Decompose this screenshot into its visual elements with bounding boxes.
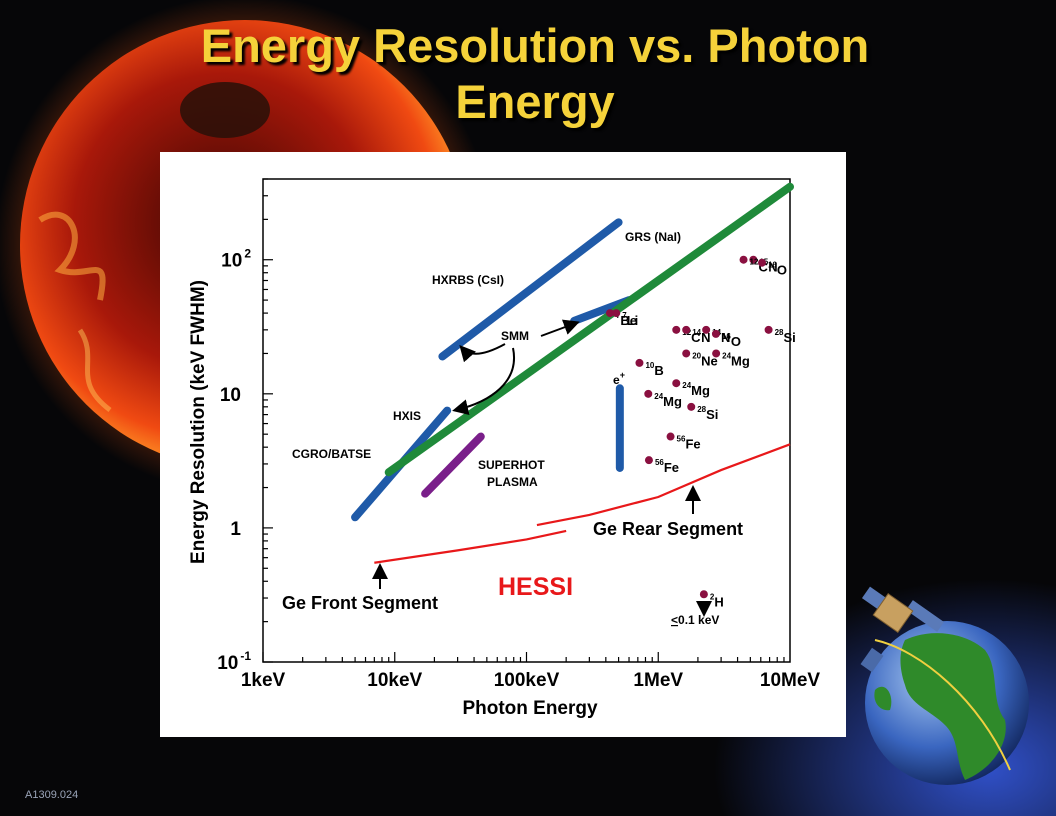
nuclear-line-dot bbox=[764, 325, 773, 334]
nuclear-line-dot bbox=[687, 402, 696, 411]
nuclear-line-label: 7Li bbox=[622, 311, 638, 328]
nuclear-line-dot bbox=[682, 349, 691, 358]
batse-label: CGRO/BATSE bbox=[292, 447, 371, 461]
slide-code: A1309.024 bbox=[25, 789, 79, 801]
nuclear-line-label: 16O bbox=[722, 332, 741, 349]
slide-title-line-1: Energy Resolution vs. Photon bbox=[200, 19, 870, 72]
hxrbs-label: HXRBS (CsI) bbox=[432, 273, 504, 287]
x-tick-labels: 1keV 10keV 100keV 1MeV 10MeV bbox=[241, 670, 821, 691]
earth-globe-icon bbox=[865, 621, 1029, 785]
nuclear-line-dot bbox=[702, 325, 711, 334]
nuclear-line-dot bbox=[712, 349, 721, 358]
y-tick-label: 10 bbox=[220, 385, 241, 406]
smm-label: SMM bbox=[501, 329, 529, 343]
positron-label: e+ bbox=[613, 370, 625, 387]
instrument-band bbox=[438, 218, 623, 361]
x-tick-label: 10MeV bbox=[760, 670, 821, 691]
instrument-band bbox=[421, 432, 485, 498]
nuclear-line-dot bbox=[635, 358, 644, 367]
instrument-band bbox=[384, 182, 794, 477]
nuclear-line-label: 2H bbox=[710, 592, 724, 609]
nuclear-line-label: 24Mg bbox=[722, 351, 750, 368]
grs-label: GRS (NaI) bbox=[625, 230, 681, 244]
hxis-label: HXIS bbox=[393, 409, 421, 423]
instrument-series bbox=[351, 182, 794, 564]
nuclear-line-dot bbox=[666, 432, 675, 441]
y-tick-label: 10 2 bbox=[221, 247, 251, 272]
nuclear-line-dot bbox=[672, 325, 681, 334]
nuclear-line-label: 28Si bbox=[697, 405, 718, 422]
nuclear-line-label: 28Si bbox=[775, 328, 796, 345]
nuclear-line-label: 16O bbox=[768, 261, 787, 278]
nuclear-line-dot bbox=[644, 456, 653, 465]
x-tick-label: 10keV bbox=[367, 670, 422, 691]
smm-arrow-to-hxrbs bbox=[459, 343, 506, 363]
nuclear-line-dot bbox=[699, 590, 708, 599]
ge-front-label: Ge Front Segment bbox=[282, 593, 438, 613]
nuclear-line-label: 12C bbox=[750, 258, 769, 275]
nuclear-line-label: 14N bbox=[692, 328, 710, 345]
nuclear-line-label: 24Mg bbox=[654, 392, 682, 409]
smm-arrow-to-grs bbox=[540, 319, 580, 337]
slide-title-line-2: Energy bbox=[455, 75, 615, 128]
nuclear-line-label: 20Ne bbox=[692, 351, 718, 368]
nuclear-line-label: 56Fe bbox=[677, 435, 701, 452]
y-tick-label: 1 bbox=[230, 519, 241, 540]
slide-title: Energy Resolution vs. Photon Energy bbox=[60, 18, 1010, 130]
nuclear-line-dot bbox=[711, 329, 720, 338]
x-tick-label: 100keV bbox=[494, 670, 560, 691]
lower-limit-label: <0.1 keV bbox=[671, 613, 719, 627]
hessi-segment-line bbox=[374, 529, 567, 564]
nuclear-line-dot bbox=[682, 325, 691, 334]
hessi-segment-line bbox=[536, 443, 791, 527]
annotation-arrows bbox=[372, 319, 712, 617]
axis-ticks bbox=[262, 178, 785, 663]
nuclear-line-label: 24Mg bbox=[682, 381, 710, 398]
nuclear-line-dot bbox=[757, 258, 766, 267]
x-tick-label: 1MeV bbox=[633, 670, 683, 691]
superhot-label-line-1: SUPERHOT bbox=[478, 458, 545, 472]
smm-arrow-to-hxis bbox=[452, 347, 516, 416]
nuclear-line-dot bbox=[605, 309, 614, 318]
nuclear-line-dot bbox=[644, 389, 653, 398]
nuclear-line-dot bbox=[612, 309, 621, 318]
nuclear-line-markers: 15N12C16O28Si12C14N14N16O20Ne24Mg7Be7Li1… bbox=[605, 255, 796, 609]
nuclear-line-dot bbox=[672, 379, 681, 388]
y-axis-label: Energy Resolution (keV FWHM) bbox=[188, 280, 209, 564]
y-tick-labels: 10 -1 1 10 10 2 bbox=[217, 247, 251, 674]
superhot-label-line-2: PLASMA bbox=[487, 475, 538, 489]
nuclear-line-label: 56Fe bbox=[655, 458, 679, 475]
nuclear-line-label: 10B bbox=[645, 361, 663, 378]
x-axis-label: Photon Energy bbox=[462, 698, 598, 719]
nuclear-line-dot bbox=[749, 255, 758, 264]
y-tick-label: 10 -1 bbox=[217, 649, 251, 674]
x-tick-label: 1keV bbox=[241, 670, 286, 691]
hessi-label: HESSI bbox=[498, 573, 573, 601]
spacecraft-icon bbox=[860, 586, 945, 673]
ge-rear-label: Ge Rear Segment bbox=[593, 519, 743, 539]
nuclear-line-dot bbox=[739, 255, 748, 264]
